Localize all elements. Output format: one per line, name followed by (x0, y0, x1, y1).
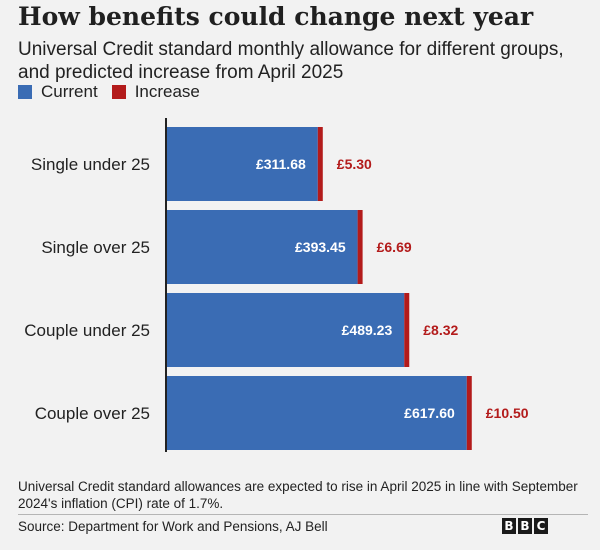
bbc-logo: B B C (500, 518, 548, 534)
increase-value-label: £5.30 (337, 156, 372, 172)
category-label: Couple under 25 (24, 321, 150, 340)
current-value-label: £489.23 (342, 322, 393, 338)
category-label: Single under 25 (31, 155, 150, 174)
current-value-label: £617.60 (404, 405, 455, 421)
bar-current (166, 376, 467, 450)
increase-value-label: £8.32 (423, 322, 458, 338)
bar-increase (466, 376, 472, 450)
legend-item-current: Current (18, 82, 98, 102)
category-label: Single over 25 (41, 238, 150, 257)
logo-letter: C (534, 518, 548, 534)
current-value-label: £393.45 (295, 239, 346, 255)
chart-legend: Current Increase (18, 82, 214, 102)
legend-label-increase: Increase (134, 82, 200, 101)
legend-swatch-increase (111, 85, 126, 99)
bar-increase (404, 293, 410, 367)
bar-current (166, 210, 358, 284)
current-value-label: £311.68 (256, 156, 306, 172)
logo-letter: B (502, 518, 516, 534)
bar-current (166, 127, 318, 201)
bar-increase (317, 127, 323, 201)
legend-label-current: Current (41, 82, 98, 101)
legend-item-increase: Increase (111, 82, 200, 102)
increase-value-label: £10.50 (486, 405, 529, 421)
bar-chart: Single under 25 £311.68 £5.30 Single over 2… (24, 118, 529, 452)
chart-title: How benefits could change next year (18, 2, 534, 31)
bar-increase (357, 210, 363, 284)
bar-current (166, 293, 405, 367)
increase-value-label: £6.69 (377, 239, 412, 255)
category-label: Couple over 25 (35, 404, 150, 423)
legend-swatch-current (18, 85, 32, 99)
footer-divider (18, 514, 588, 515)
footnote: Universal Credit standard allowances are… (18, 479, 578, 511)
chart-subtitle: Universal Credit standard monthly allowa… (18, 39, 564, 83)
source-note: Source: Department for Work and Pensions… (18, 519, 328, 534)
logo-letter: B (518, 518, 532, 534)
